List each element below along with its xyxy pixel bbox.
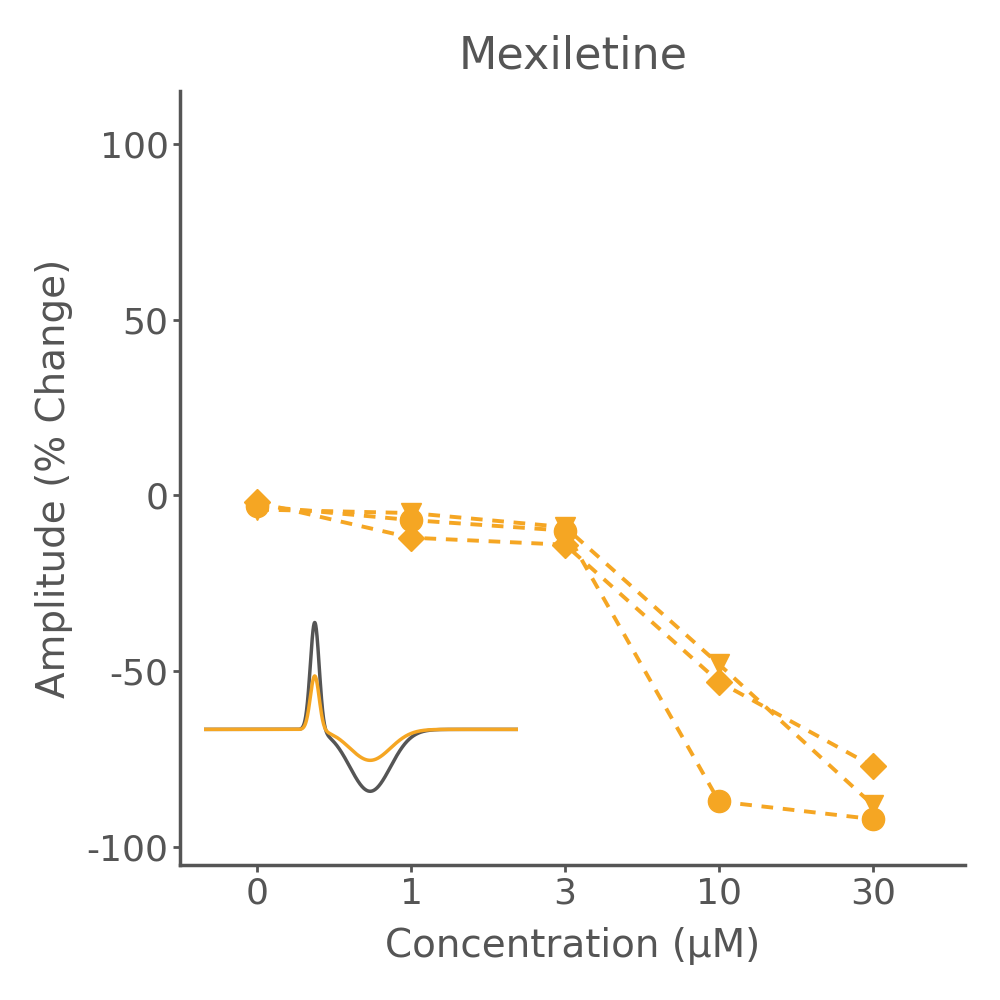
Y-axis label: Amplitude (% Change): Amplitude (% Change) [35,258,73,698]
Title: Mexiletine: Mexiletine [458,35,687,78]
X-axis label: Concentration (μM): Concentration (μM) [385,927,760,965]
